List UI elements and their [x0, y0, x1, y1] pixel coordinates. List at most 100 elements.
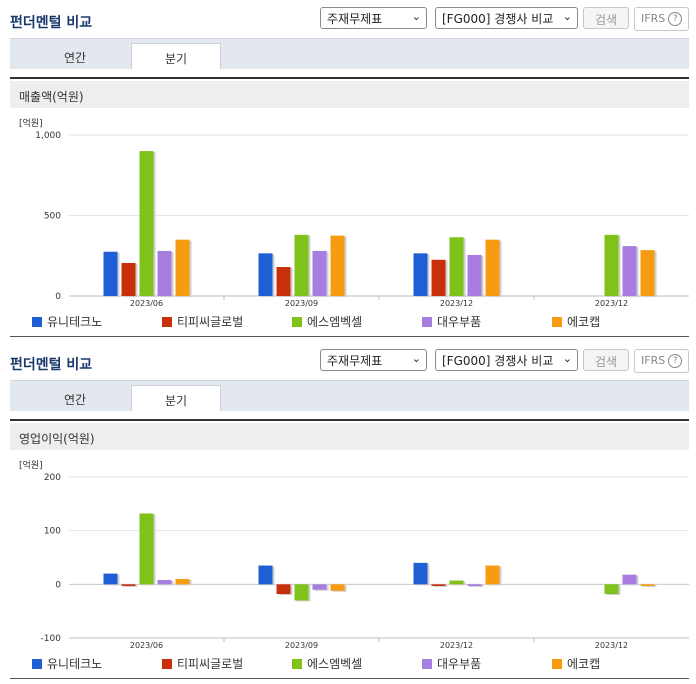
- bar: [604, 234, 619, 296]
- statement-select[interactable]: 주재무제표 ⌄: [320, 7, 427, 29]
- compare-select-value: [FG000] 경쟁사 비교: [442, 354, 554, 368]
- operating-profit-chart: [억원] -100 0 100 200 2023/06 2023/09 2023/12 2023…: [19, 459, 689, 650]
- panel-title: 펀더멘털 비교: [10, 15, 93, 31]
- legend-swatch: [32, 659, 42, 669]
- x-tick-label: 2023/09: [285, 299, 318, 308]
- legend-label: 에스엠벡셀: [307, 315, 363, 329]
- bar: [139, 151, 154, 296]
- y-tick-label: 1,000: [35, 131, 61, 141]
- bar: [485, 565, 500, 585]
- statement-select-value: 주재무제표: [327, 12, 383, 26]
- bar: [175, 239, 190, 296]
- bar: [103, 251, 118, 296]
- legend-item[interactable]: 유니테크노: [32, 655, 102, 672]
- unit-label: [억원]: [19, 117, 43, 129]
- ifrs-help-button[interactable]: IFRS?: [634, 7, 689, 31]
- y-tick-label: 0: [55, 292, 61, 302]
- ifrs-label: IFRS: [641, 12, 666, 25]
- x-tick-label: 2023/06: [130, 299, 163, 308]
- tab-annual[interactable]: 연간: [63, 393, 87, 407]
- bar-shadow: [123, 585, 138, 587]
- bar: [640, 584, 655, 586]
- y-tick-label: -100: [41, 634, 62, 644]
- panel-header: 펀더멘털 비교 주재무제표 ⌄ [FG000] 경쟁사 비교 ⌄ 검색 IFRS…: [0, 342, 696, 380]
- legend-label: 대우부품: [437, 657, 482, 671]
- legend-item[interactable]: 티피씨글로벌: [162, 313, 243, 330]
- legend-label: 티피씨글로벌: [177, 657, 244, 671]
- legend-item[interactable]: 에코캡: [552, 313, 600, 330]
- panel-revenue: 펀더멘털 비교 주재무제표 ⌄ [FG000] 경쟁사 비교 ⌄ 검색 IFRS…: [0, 0, 696, 337]
- tab-quarterly[interactable]: 분기: [131, 385, 221, 411]
- bar: [622, 574, 637, 585]
- tab-annual[interactable]: 연간: [63, 51, 87, 65]
- legend-item[interactable]: 대우부품: [422, 313, 481, 330]
- panel-operating-profit: 펀더멘털 비교 주재무제표 ⌄ [FG000] 경쟁사 비교 ⌄ 검색 IFRS…: [0, 342, 696, 684]
- ifrs-label: IFRS: [641, 354, 666, 367]
- legend-swatch: [32, 317, 42, 327]
- bar: [258, 253, 273, 296]
- legend-swatch: [292, 317, 302, 327]
- chevron-down-icon: ⌄: [411, 352, 421, 365]
- period-tabs: 연간 분기: [10, 380, 689, 411]
- bar: [467, 584, 482, 586]
- panel-title: 펀더멘털 비교: [10, 357, 93, 373]
- legend-swatch: [162, 317, 172, 327]
- bar: [312, 584, 327, 590]
- bar-shadow: [642, 585, 657, 587]
- ifrs-help-button[interactable]: IFRS?: [634, 349, 689, 373]
- legend-label: 대우부품: [437, 315, 482, 329]
- help-icon: ?: [668, 12, 683, 26]
- x-tick-label: 2023/12: [440, 299, 473, 308]
- chevron-down-icon: ⌄: [411, 10, 421, 23]
- y-tick-label: 100: [44, 527, 61, 537]
- divider: [10, 336, 689, 337]
- bar: [485, 239, 500, 296]
- legend-item[interactable]: 티피씨글로벌: [162, 655, 243, 672]
- bar: [431, 584, 446, 586]
- bar: [175, 578, 190, 585]
- bar: [330, 235, 345, 296]
- legend-item[interactable]: 에코캡: [552, 655, 600, 672]
- legend-label: 유니테크노: [47, 315, 103, 329]
- legend-swatch: [422, 317, 432, 327]
- legend-label: 에코캡: [567, 315, 601, 329]
- legend-swatch: [552, 317, 562, 327]
- chevron-down-icon: ⌄: [562, 10, 572, 23]
- legend-swatch: [162, 659, 172, 669]
- statement-select[interactable]: 주재무제표 ⌄: [320, 349, 427, 371]
- legend-item[interactable]: 유니테크노: [32, 313, 102, 330]
- bar: [431, 259, 446, 296]
- legend-label: 에스엠벡셀: [307, 657, 363, 671]
- period-tabs: 연간 분기: [10, 38, 689, 69]
- search-button[interactable]: 검색: [583, 7, 629, 29]
- bar: [330, 584, 345, 591]
- chevron-down-icon: ⌄: [562, 352, 572, 365]
- divider: [10, 678, 689, 679]
- bar: [413, 253, 428, 296]
- legend-item[interactable]: 에스엠벡셀: [292, 655, 362, 672]
- legend-item[interactable]: 대우부품: [422, 655, 481, 672]
- bar: [258, 565, 273, 585]
- legend-swatch: [552, 659, 562, 669]
- bar: [139, 513, 154, 585]
- search-button[interactable]: 검색: [583, 349, 629, 371]
- bar: [622, 246, 637, 296]
- tab-quarterly[interactable]: 분기: [131, 43, 221, 69]
- x-tick-label: 2023/06: [130, 641, 163, 650]
- help-icon: ?: [668, 354, 683, 368]
- y-tick-label: 0: [55, 580, 61, 590]
- legend-item[interactable]: 에스엠벡셀: [292, 313, 362, 330]
- compare-select[interactable]: [FG000] 경쟁사 비교 ⌄: [435, 349, 578, 371]
- panel-header: 펀더멘털 비교 주재무제표 ⌄ [FG000] 경쟁사 비교 ⌄ 검색 IFRS…: [0, 0, 696, 38]
- bar: [467, 254, 482, 296]
- bar: [640, 250, 655, 296]
- compare-select[interactable]: [FG000] 경쟁사 비교 ⌄: [435, 7, 578, 29]
- x-tick-label: 2023/12: [440, 641, 473, 650]
- bar: [449, 580, 464, 585]
- legend-label: 티피씨글로벌: [177, 315, 244, 329]
- chart-legend: 유니테크노 티피씨글로벌 에스엠벡셀 대우부품 에코캡: [10, 655, 689, 675]
- statement-select-value: 주재무제표: [327, 354, 383, 368]
- chart-subtitle: 매출액(억원): [10, 81, 689, 108]
- legend-label: 유니테크노: [47, 657, 103, 671]
- y-tick-label: 200: [44, 473, 61, 483]
